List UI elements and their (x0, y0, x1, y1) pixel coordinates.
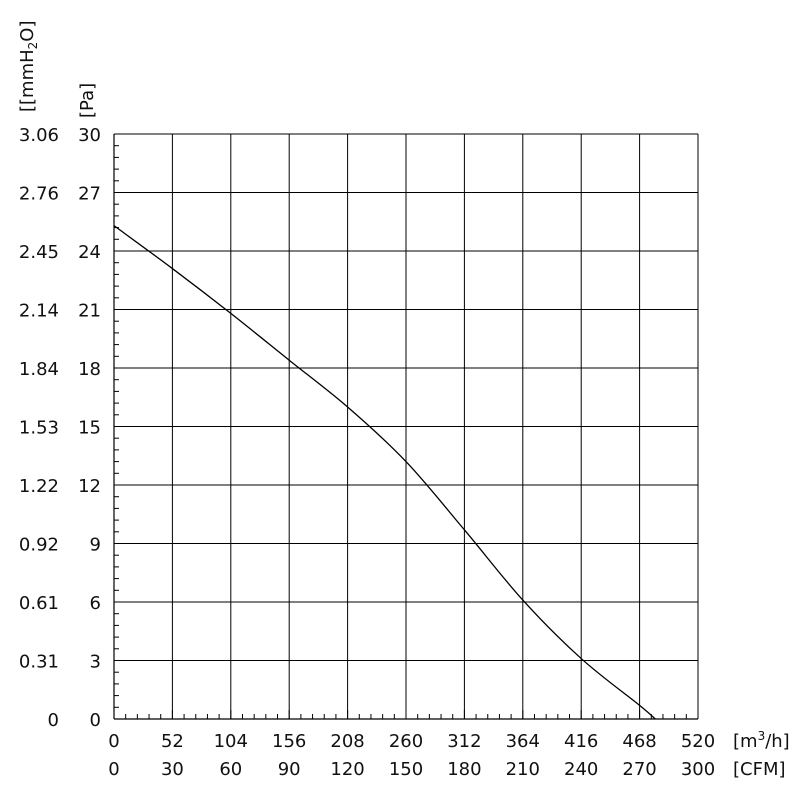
x-tick-label-m3h: 468 (622, 731, 656, 752)
y-tick-label-mmh2o: 3.06 (19, 125, 59, 146)
x-tick-label-cfm: 210 (506, 759, 540, 780)
x-unit-label-cfm: [CFM] (733, 759, 786, 780)
x-tick-label-cfm: 90 (278, 759, 301, 780)
y-unit-label-pa: [Pa] (77, 83, 98, 118)
x-tick-label-m3h: 312 (447, 731, 481, 752)
x-tick-label-cfm: 150 (389, 759, 423, 780)
x-tick-label-m3h: 0 (108, 731, 119, 752)
y-tick-label-mmh2o: 1.22 (19, 476, 59, 497)
y-tick-label-pa: 27 (78, 184, 101, 205)
y-tick-label-pa: 30 (78, 125, 101, 146)
y-tick-label-mmh2o: 2.45 (19, 242, 59, 263)
x-tick-label-m3h: 364 (506, 731, 540, 752)
x-tick-label-m3h: 416 (564, 731, 598, 752)
x-tick-label-m3h: 208 (330, 731, 364, 752)
y-tick-label-pa: 12 (78, 476, 101, 497)
x-tick-label-cfm: 270 (622, 759, 656, 780)
y-tick-label-mmh2o: 2.76 (19, 184, 59, 205)
x-tick-label-cfm: 180 (447, 759, 481, 780)
y-tick-label-pa: 21 (78, 301, 101, 322)
y-tick-label-pa: 9 (90, 535, 101, 556)
y-unit-label-mmh2o: [[mmH2O] (17, 21, 40, 113)
x-tick-label-cfm: 0 (108, 759, 119, 780)
x-tick-label-m3h: 260 (389, 731, 423, 752)
y-tick-label-mmh2o: 0 (48, 710, 59, 731)
grid-layer (114, 133, 699, 719)
y-tick-label-mmh2o: 0.92 (19, 535, 59, 556)
x-tick-label-cfm: 30 (161, 759, 184, 780)
x-tick-label-m3h: 520 (681, 731, 715, 752)
y-tick-label-mmh2o: 2.14 (19, 301, 59, 322)
axis-layer (113, 134, 698, 720)
x-tick-label-cfm: 60 (219, 759, 242, 780)
x-tick-label-cfm: 120 (330, 759, 364, 780)
y-tick-label-pa: 18 (78, 359, 101, 380)
y-tick-label-pa: 24 (78, 242, 101, 263)
y-tick-label-pa: 6 (90, 593, 101, 614)
y-tick-label-pa: 15 (78, 418, 101, 439)
minor-tick-layer (113, 145, 687, 720)
x-tick-label-cfm: 240 (564, 759, 598, 780)
label-layer: 03691215182124273000.310.610.921.221.531… (17, 21, 790, 781)
y-tick-label-pa: 3 (90, 652, 101, 673)
y-tick-label-mmh2o: 1.84 (19, 359, 59, 380)
x-tick-label-m3h: 104 (214, 731, 248, 752)
y-tick-label-pa: 0 (90, 710, 101, 731)
pressure-curve (113, 225, 656, 720)
y-tick-label-mmh2o: 1.53 (19, 418, 59, 439)
x-tick-label-m3h: 156 (272, 731, 306, 752)
x-tick-label-m3h: 52 (161, 731, 184, 752)
y-tick-label-mmh2o: 0.31 (19, 652, 59, 673)
x-tick-label-cfm: 300 (681, 759, 715, 780)
y-tick-label-mmh2o: 0.61 (19, 593, 59, 614)
x-unit-label-m3h: [m3/h] (733, 729, 790, 752)
curve-layer (113, 225, 656, 720)
